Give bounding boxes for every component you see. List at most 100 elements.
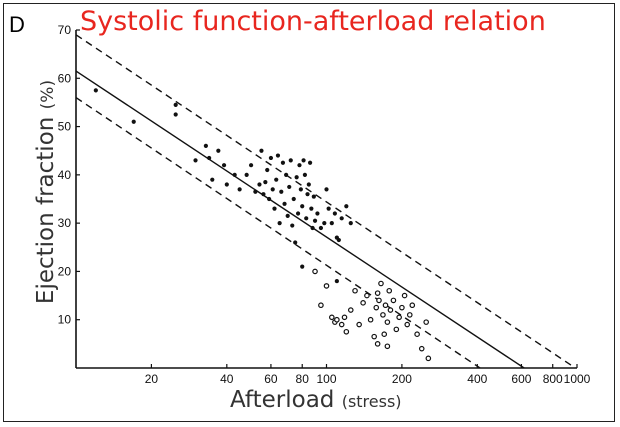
- data-point-open: [373, 304, 380, 311]
- data-point-open: [356, 321, 362, 328]
- data-point-filled: [131, 119, 136, 124]
- data-point-open: [376, 297, 382, 304]
- data-point-filled: [272, 206, 277, 211]
- data-point-open: [399, 304, 405, 311]
- y-tick-label: 10: [58, 313, 72, 327]
- data-point-filled: [193, 158, 198, 163]
- data-point-open: [393, 326, 400, 333]
- x-tick-label: 40: [220, 372, 234, 386]
- data-point-open: [318, 302, 324, 309]
- data-point-filled: [288, 158, 293, 163]
- data-point-filled: [263, 180, 268, 185]
- data-point-filled: [280, 160, 286, 165]
- data-point-filled: [266, 196, 272, 202]
- data-point-open: [409, 302, 416, 309]
- data-point-filled: [93, 88, 98, 93]
- data-point-open: [381, 331, 388, 338]
- data-point-filled: [301, 158, 306, 163]
- data-point-filled: [326, 206, 331, 211]
- data-point-filled: [311, 194, 316, 199]
- data-point-filled: [291, 196, 296, 202]
- confidence-line: [75, 97, 481, 369]
- data-point-open: [364, 292, 370, 299]
- y-tick-label: 50: [58, 120, 72, 134]
- data-point-filled: [306, 182, 311, 187]
- data-point-filled: [274, 177, 279, 182]
- data-point-filled: [344, 204, 349, 209]
- data-point-open: [374, 290, 381, 296]
- data-point-open: [343, 328, 350, 335]
- chart-title: Systolic function-afterload relation: [80, 6, 546, 37]
- data-point-open: [396, 314, 402, 321]
- data-point-filled: [297, 163, 302, 168]
- data-point-filled: [268, 155, 274, 161]
- data-point-filled: [298, 187, 303, 192]
- data-point-open: [341, 314, 348, 321]
- data-point-filled: [282, 201, 287, 206]
- x-tick-label: 60: [264, 372, 278, 386]
- data-point-open: [401, 292, 408, 299]
- data-point-open: [312, 268, 318, 275]
- x-tick-label: 800: [543, 372, 563, 386]
- data-point-open: [371, 333, 377, 340]
- data-point-open: [338, 321, 345, 328]
- x-tick-label: 400: [467, 372, 487, 386]
- y-tick-label: 20: [58, 264, 72, 278]
- data-point-open: [334, 316, 340, 323]
- data-point-filled: [224, 182, 229, 187]
- data-point-filled: [275, 153, 281, 158]
- data-point-filled: [248, 163, 254, 168]
- data-point-open: [360, 300, 366, 306]
- data-point-filled: [232, 172, 237, 177]
- data-point-filled: [302, 172, 308, 177]
- data-point-open: [378, 280, 384, 287]
- data-point-filled: [329, 221, 334, 226]
- data-point-filled: [253, 189, 258, 194]
- data-point-filled: [312, 218, 318, 223]
- data-point-open: [425, 355, 432, 362]
- data-point-filled: [221, 163, 227, 168]
- x-axis-label: Afterload (stress): [230, 387, 402, 413]
- data-point-filled: [173, 112, 178, 117]
- data-point-filled: [293, 240, 298, 245]
- data-point-open: [352, 287, 358, 294]
- data-point-open: [414, 331, 420, 338]
- data-point-filled: [322, 221, 327, 226]
- data-point-filled: [300, 204, 305, 209]
- data-point-open: [380, 312, 386, 318]
- data-point-filled: [348, 221, 353, 226]
- x-axis-label-unit: (stress): [341, 392, 402, 411]
- data-point-filled: [336, 237, 341, 243]
- data-point-filled: [285, 213, 290, 218]
- data-point-open: [390, 297, 397, 304]
- y-tick-label: 70: [58, 23, 72, 37]
- data-point-filled: [318, 225, 324, 231]
- data-point-filled: [259, 148, 264, 153]
- y-tick-label: 40: [58, 168, 72, 182]
- data-point-filled: [270, 187, 275, 192]
- data-point-filled: [207, 155, 212, 161]
- data-point-filled: [261, 192, 266, 197]
- data-point-filled: [244, 172, 249, 177]
- data-point-filled: [305, 192, 310, 197]
- y-tick-label: 60: [58, 71, 72, 85]
- data-point-open: [406, 312, 413, 318]
- data-point-open: [347, 307, 354, 313]
- y-tick-label: 30: [58, 216, 72, 230]
- x-axis-label-main: Afterload: [230, 387, 335, 413]
- data-point-filled: [287, 184, 292, 190]
- data-point-open: [384, 343, 391, 350]
- regression-line: [75, 70, 525, 369]
- data-point-open: [367, 316, 374, 323]
- data-point-filled: [216, 148, 221, 153]
- data-point-filled: [307, 160, 313, 165]
- data-point-filled: [284, 172, 289, 177]
- data-point-filled: [257, 182, 262, 187]
- data-point-filled: [203, 143, 208, 148]
- data-point-open: [423, 319, 429, 325]
- x-tick-label: 1000: [564, 372, 591, 386]
- x-tick-label: 100: [316, 372, 336, 386]
- data-point-open: [329, 314, 335, 321]
- data-point-open: [323, 283, 330, 289]
